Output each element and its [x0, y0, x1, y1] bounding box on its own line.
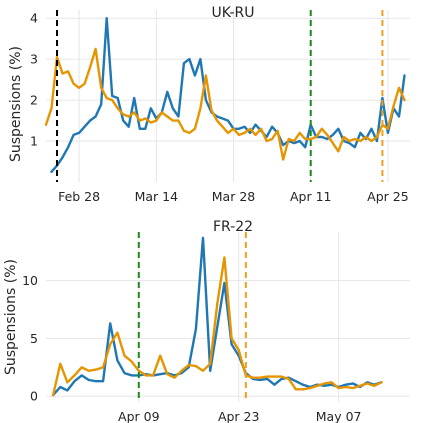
chart-panel-fr-22: 0 5 10 Apr 09 Apr 23 May 07 FR-22 Suspensions…	[3, 219, 410, 423]
x-tick-label: May 07	[316, 409, 362, 423]
chart-title: UK-RU	[212, 5, 255, 21]
series-line-1	[50, 17, 406, 174]
x-tick-label: Mar 14	[135, 189, 179, 204]
series-line-1	[51, 236, 383, 397]
y-tick-label: 10	[22, 273, 38, 288]
y-tick-label: 3	[30, 52, 38, 67]
x-tick-label: Mar 28	[212, 189, 256, 204]
y-tick-label: 4	[30, 11, 38, 26]
y-axis-label: Suspensions (%)	[8, 46, 24, 162]
chart-panel-uk-ru: 1 2 3 4 Feb 28 Mar 14 Mar 28 Apr 11 Apr 25 UK-RU…	[8, 5, 410, 204]
y-tick-label: 5	[30, 331, 38, 346]
chart-title: FR-22	[213, 219, 253, 235]
y-tick-label: 1	[30, 134, 38, 149]
y-axis-label: Suspensions (%)	[3, 259, 19, 375]
grid: 1 2 3 4 Feb 28 Mar 14 Mar 28 Apr 11 Apr 25	[30, 10, 410, 204]
x-tick-label: Apr 11	[290, 189, 332, 204]
x-tick-label: Apr 25	[367, 189, 409, 204]
x-tick-label: Feb 28	[58, 189, 100, 204]
y-tick-label: 2	[30, 93, 38, 108]
y-tick-label: 0	[30, 389, 38, 404]
series-line-2	[44, 47, 406, 161]
x-tick-label: Apr 09	[118, 409, 160, 423]
series-line-2	[51, 256, 383, 397]
grid: 0 5 10 Apr 09 Apr 23 May 07	[22, 232, 410, 423]
x-tick-label: Apr 23	[218, 409, 260, 423]
